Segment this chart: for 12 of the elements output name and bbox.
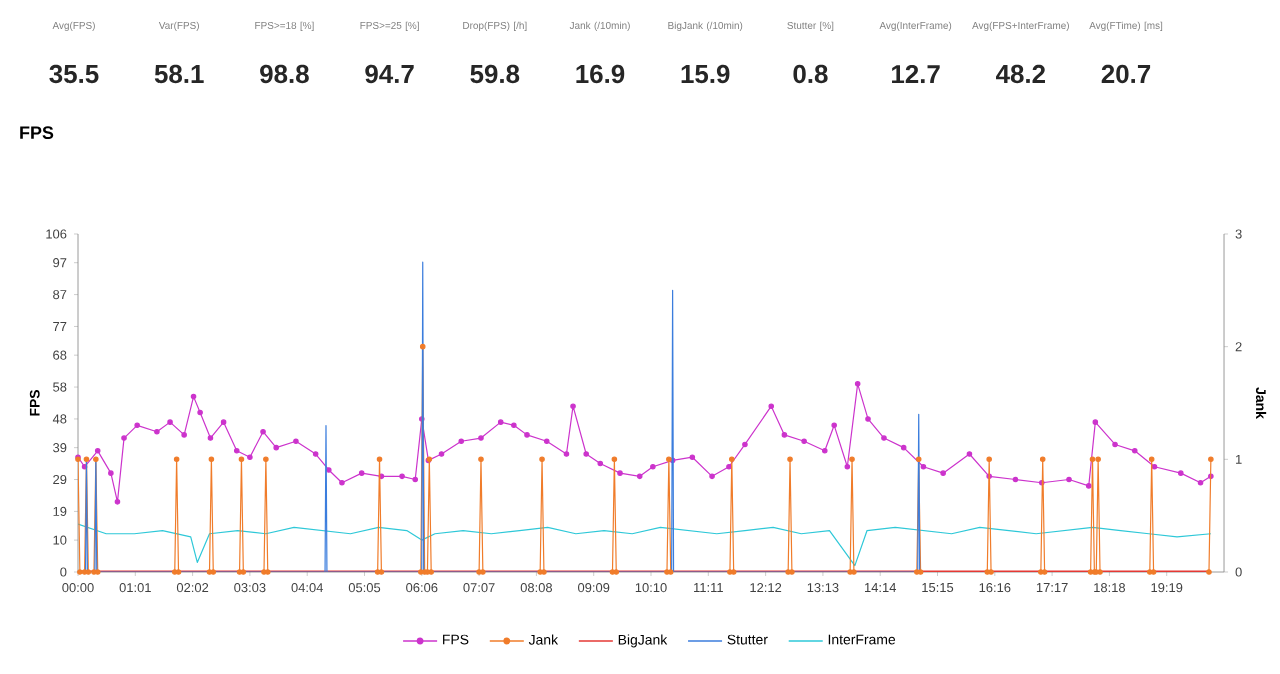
data-label: 98.8: [260, 64, 309, 84]
data-label: 58.1: [154, 64, 204, 84]
data-label: 94.7: [365, 64, 414, 84]
data-label: 15.9: [681, 64, 730, 84]
data-label: 16.9: [576, 64, 625, 84]
data-label: 20.7: [1101, 64, 1151, 84]
data-label: 48.2: [996, 64, 1045, 84]
data-label: 0.8: [793, 64, 828, 84]
data-label: 12.7: [892, 64, 940, 84]
chart-title: FPS: [20, 126, 54, 140]
data-label: 35.5: [49, 64, 99, 84]
data-label: 59.8: [470, 64, 520, 84]
